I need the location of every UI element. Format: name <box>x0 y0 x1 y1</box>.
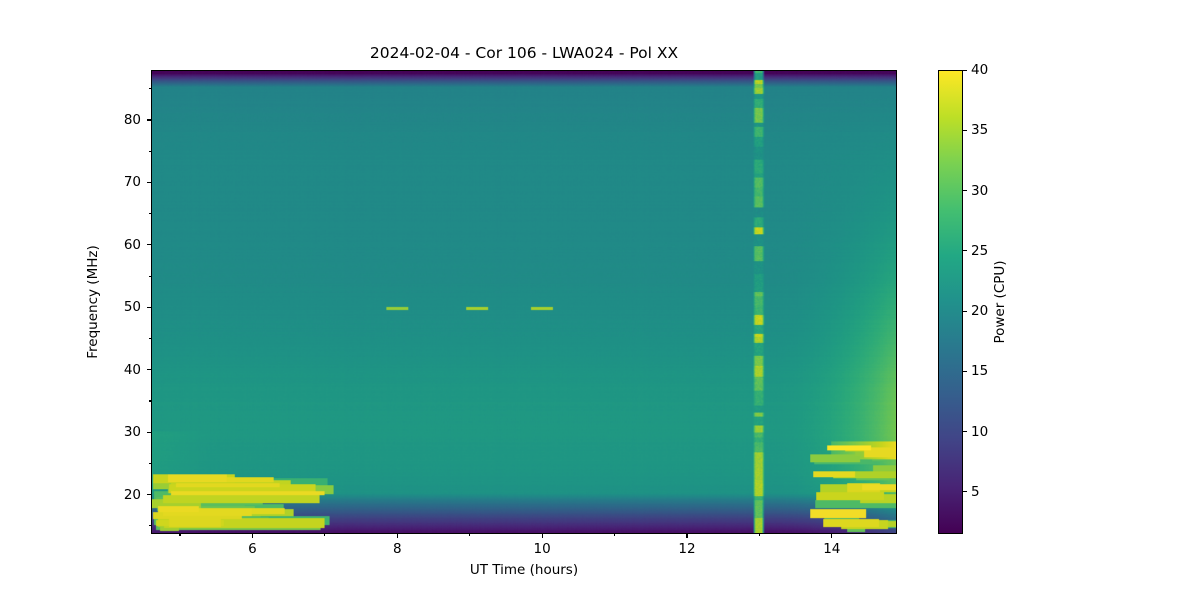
x-major-tick <box>541 534 543 539</box>
colorbar-gradient <box>939 71 962 533</box>
colorbar[interactable] <box>938 70 963 534</box>
y-major-tick <box>146 431 151 433</box>
colorbar-tick-label: 10 <box>971 423 989 440</box>
chart-title: 2024-02-04 - Cor 106 - LWA024 - Pol XX <box>369 44 679 62</box>
colorbar-tick-label: 5 <box>971 483 980 500</box>
y-minor-tick <box>148 462 151 465</box>
colorbar-tick <box>963 431 968 433</box>
x-minor-tick <box>469 534 471 537</box>
colorbar-label: Power (CPU) <box>992 260 1008 344</box>
colorbar-tick <box>963 190 968 192</box>
y-tick-label: 70 <box>123 174 141 191</box>
y-minor-tick <box>148 213 151 215</box>
colorbar-tick <box>963 250 968 252</box>
colorbar-tick-label: 15 <box>971 363 989 380</box>
x-axis-label: UT Time (hours) <box>469 562 579 578</box>
x-tick-label: 6 <box>248 541 257 557</box>
x-tick-label: 8 <box>392 541 402 557</box>
x-major-tick <box>686 534 688 539</box>
y-tick-label: 30 <box>123 424 141 441</box>
colorbar-tick-label: 25 <box>971 242 989 259</box>
y-major-tick <box>146 181 151 183</box>
y-major-tick <box>146 369 151 371</box>
colorbar-tick <box>963 69 968 71</box>
spectrogram-image <box>152 71 896 533</box>
y-major-tick <box>146 306 151 308</box>
y-axis-label: Frequency (MHz) <box>85 245 101 359</box>
colorbar-tick-label: 35 <box>971 122 989 139</box>
y-major-tick <box>146 244 151 246</box>
x-tick-label: 14 <box>823 541 841 557</box>
y-minor-tick <box>148 338 151 340</box>
x-minor-tick <box>179 534 181 537</box>
y-tick-label: 40 <box>123 361 141 378</box>
y-major-tick <box>146 494 151 496</box>
colorbar-tick <box>963 370 968 372</box>
y-minor-tick <box>148 275 151 277</box>
colorbar-tick-label: 30 <box>971 182 989 199</box>
colorbar-tick <box>963 491 968 493</box>
y-tick-label: 80 <box>123 111 141 128</box>
x-minor-tick <box>324 534 326 537</box>
x-tick-label: 10 <box>533 541 551 557</box>
y-minor-tick <box>148 400 151 402</box>
y-tick-label: 60 <box>123 236 141 253</box>
x-major-tick <box>831 534 833 539</box>
colorbar-tick-label: 20 <box>971 303 989 320</box>
colorbar-tick <box>963 310 968 312</box>
y-tick-label: 20 <box>123 486 141 503</box>
y-minor-tick <box>148 88 151 90</box>
y-tick-label: 50 <box>123 299 141 316</box>
x-major-tick <box>251 534 253 539</box>
x-major-tick <box>396 534 398 539</box>
y-minor-tick <box>148 150 151 152</box>
x-minor-tick <box>614 534 616 537</box>
y-minor-tick <box>148 525 151 527</box>
spectrogram-plot-area[interactable] <box>151 70 897 534</box>
x-minor-tick <box>758 534 760 537</box>
y-major-tick <box>146 119 151 121</box>
colorbar-tick <box>963 129 968 131</box>
x-tick-label: 12 <box>678 541 696 557</box>
colorbar-tick-label: 40 <box>971 62 989 78</box>
